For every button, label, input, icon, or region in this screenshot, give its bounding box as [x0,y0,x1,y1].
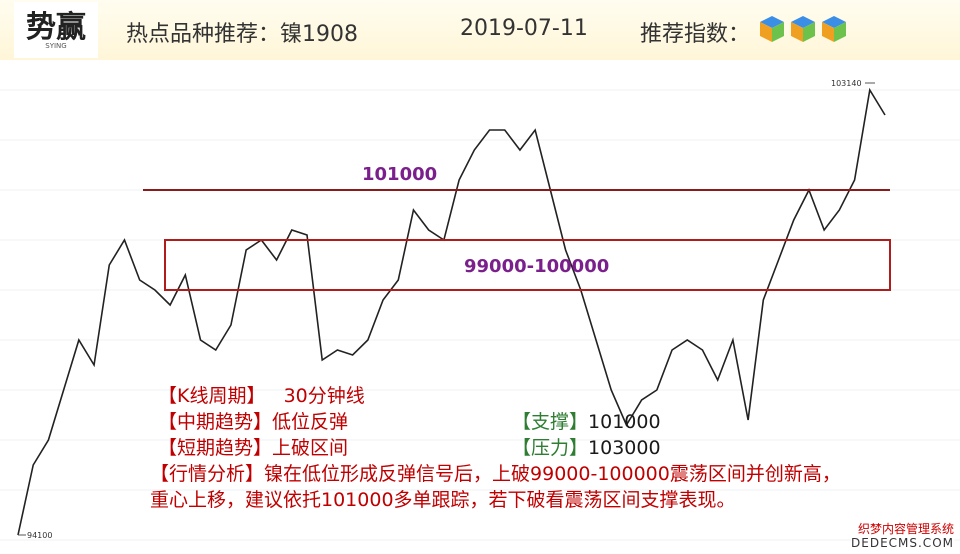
rating-label: 推荐指数： [640,22,751,47]
logo-text: 势赢 [26,10,86,45]
value: 低位反弹 [272,411,349,433]
label: 【支撑】 [512,411,589,433]
label: 【中期趋势】 [158,411,273,433]
analysis: 【K线周期】 30分钟线 【中期趋势】低位反弹 【支撑】101000 【短期趋势… [150,383,858,513]
cube [791,16,815,42]
band-label: 99000-100000 [464,256,609,277]
value: 上破区间 [272,437,349,459]
rating-icons [760,16,846,42]
band-box [164,239,891,291]
high-label: 103140 [831,79,862,88]
level-label: 101000 [362,164,437,185]
value: 30分钟线 [283,385,365,407]
label: 【行情分析】 [150,463,265,485]
title: 热点品种推荐：镍1908 [126,22,358,47]
low-label: 94100 [27,531,52,540]
label: 【压力】 [512,437,589,459]
summary: 镍在低位形成反弹信号后，上破99000-100000震荡区间并创新高，重心上移，… [150,463,841,511]
watermark: 织梦内容管理系统 DEDECMS.COM [851,522,954,550]
header: 势赢 SYING 热点品种推荐：镍1908 2019-07-11 推荐指数： [0,0,960,60]
cube [822,16,846,42]
logo-sub: SYING [45,42,67,50]
label: 【K线周期】 [158,385,266,407]
logo: 势赢 SYING [14,2,98,58]
value: 101000 [588,411,661,433]
watermark-en: DEDECMS.COM [851,536,954,550]
value: 103000 [588,437,661,459]
cube [760,16,784,42]
price-line [17,87,886,536]
label: 【短期趋势】 [158,437,273,459]
watermark-cn: 织梦内容管理系统 [857,522,954,536]
date: 2019-07-11 [460,16,588,41]
